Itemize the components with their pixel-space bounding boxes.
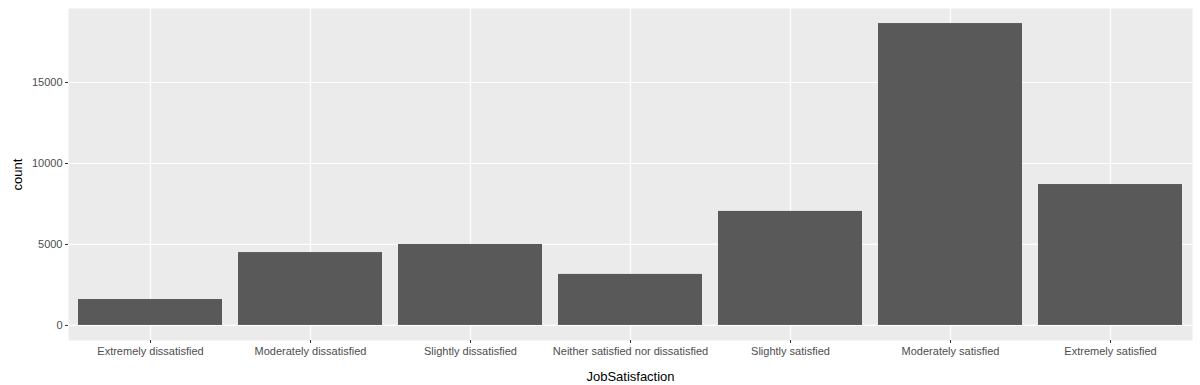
svg-text:0: 0 xyxy=(56,319,62,331)
svg-text:Slightly satisfied: Slightly satisfied xyxy=(751,345,830,357)
svg-text:Neither satisfied nor dissatis: Neither satisfied nor dissatisfied xyxy=(553,345,708,357)
svg-text:JobSatisfaction: JobSatisfaction xyxy=(586,369,674,384)
svg-text:15000: 15000 xyxy=(32,76,63,88)
svg-text:5000: 5000 xyxy=(38,238,62,250)
svg-text:Moderately dissatisfied: Moderately dissatisfied xyxy=(255,345,367,357)
svg-text:10000: 10000 xyxy=(32,157,63,169)
svg-text:Moderately satisfied: Moderately satisfied xyxy=(902,345,1000,357)
svg-text:Slightly dissatisfied: Slightly dissatisfied xyxy=(424,345,517,357)
svg-text:count: count xyxy=(10,158,25,190)
svg-text:Extremely dissatisfied: Extremely dissatisfied xyxy=(97,345,203,357)
svg-text:Extremely satisfied: Extremely satisfied xyxy=(1064,345,1156,357)
